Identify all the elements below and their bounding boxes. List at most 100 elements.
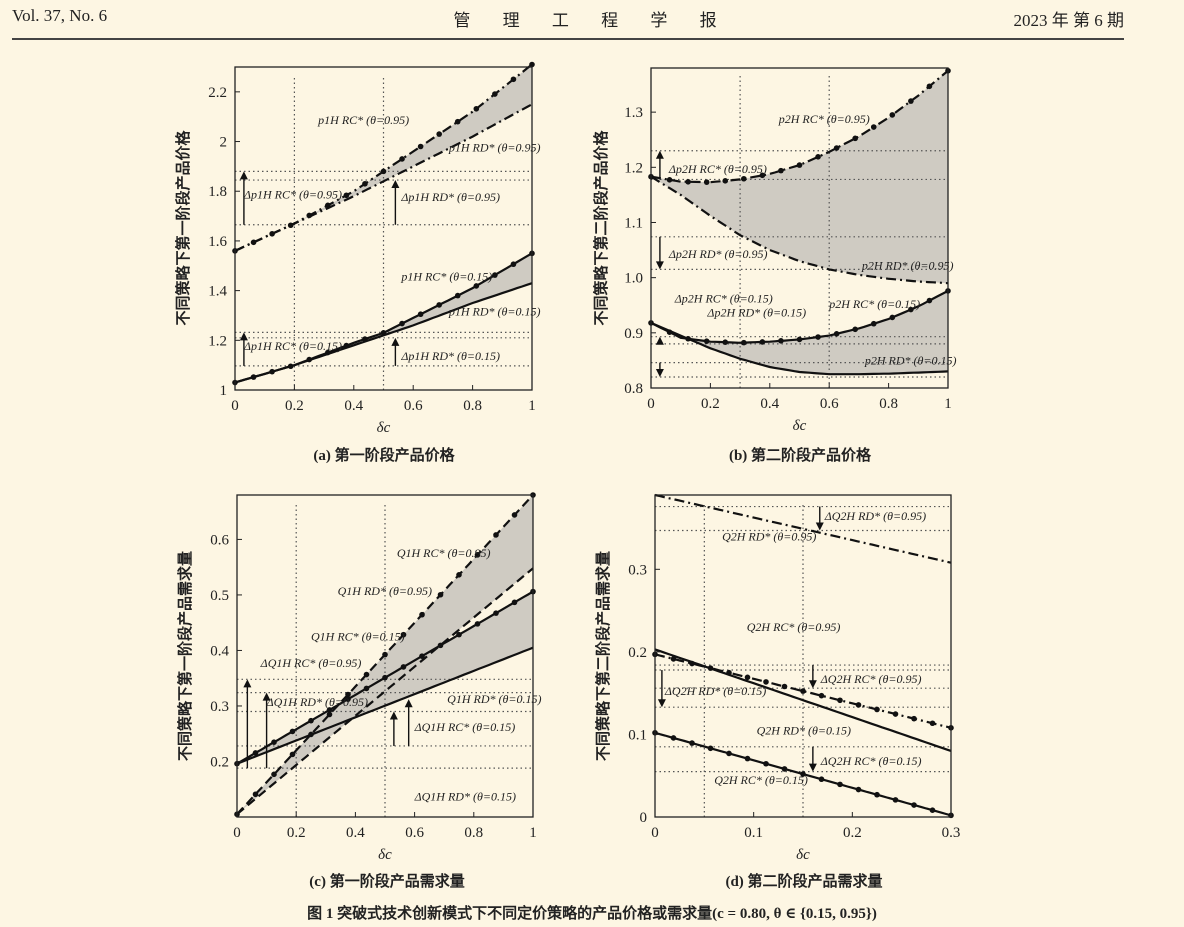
curve-annotation: Q2H RC* (θ=0.15) xyxy=(714,773,808,787)
curve-annotation: ΔQ2H RC* (θ=0.95) xyxy=(820,672,922,686)
curve-annotation: Δp2H RD* (θ=0.15) xyxy=(706,305,806,319)
series-marker xyxy=(345,691,351,698)
series-marker xyxy=(493,532,499,538)
x-tick-label: 0.3 xyxy=(942,825,961,841)
gap-fill-0 xyxy=(651,70,948,284)
y-axis-label: 不同策略下第一阶段产品需求量 xyxy=(176,551,194,761)
x-tick-label: 0.8 xyxy=(463,398,482,414)
series-line-3 xyxy=(234,282,533,384)
journal-issue: 2023 年 第 6 期 xyxy=(1013,11,1125,30)
delta-arrow-head xyxy=(404,699,413,708)
x-axis-label: δc xyxy=(793,418,807,434)
series-line-0 xyxy=(650,69,949,184)
series-marker xyxy=(252,791,259,798)
series-marker xyxy=(492,91,498,97)
series-marker xyxy=(417,311,424,318)
series-marker xyxy=(252,750,259,756)
series-marker xyxy=(781,766,788,772)
y-tick-label: 0.3 xyxy=(210,699,229,715)
series-marker xyxy=(763,760,769,767)
series-marker xyxy=(908,98,914,104)
series-marker xyxy=(529,61,535,68)
series-marker xyxy=(726,750,732,757)
series-marker xyxy=(837,781,843,788)
x-tick-label: 0.2 xyxy=(287,825,306,841)
curve-annotation: p2H RC* (θ=0.15) xyxy=(828,297,920,311)
curve-annotation: Q2H RC* (θ=0.95) xyxy=(747,620,841,634)
series-marker xyxy=(778,167,784,174)
delta-arrow-head xyxy=(657,699,666,708)
y-tick-label: 1 xyxy=(220,383,228,399)
series-marker xyxy=(474,621,481,627)
series-marker xyxy=(326,711,333,718)
delta-arrow-head xyxy=(262,692,271,701)
series-marker xyxy=(492,272,498,278)
series-marker xyxy=(741,175,747,182)
curve-annotation: Δp1H RC* (θ=0.95) xyxy=(243,188,342,202)
curve-annotation: p1H RC* (θ=0.15) xyxy=(400,270,492,284)
series-marker xyxy=(763,679,769,685)
series-marker xyxy=(815,334,821,340)
series-marker xyxy=(759,339,766,345)
header-rule xyxy=(12,38,1124,40)
x-axis-label: δc xyxy=(377,420,391,436)
x-tick-label: 1 xyxy=(944,396,952,412)
y-tick-label: 0.3 xyxy=(628,562,647,578)
series-marker xyxy=(670,735,677,741)
series-marker xyxy=(837,697,843,704)
y-tick-label: 1.2 xyxy=(624,160,643,176)
delta-arrow-head xyxy=(808,680,817,689)
series-marker xyxy=(363,671,370,678)
series-marker xyxy=(870,124,877,130)
delta-arrow-head xyxy=(391,180,400,189)
series-marker xyxy=(911,715,917,722)
series-marker xyxy=(929,720,936,727)
series-marker xyxy=(308,717,314,724)
y-tick-label: 2.2 xyxy=(208,85,227,101)
series-marker xyxy=(778,338,784,344)
series-marker xyxy=(436,302,442,308)
delta-arrow-head xyxy=(655,261,664,270)
curve-annotation: ΔQ2H RD* (θ=0.95) xyxy=(824,509,926,523)
series-marker xyxy=(456,572,462,578)
curve-annotation: Δp2H RC* (θ=0.15) xyxy=(674,291,773,305)
series-marker xyxy=(929,807,936,813)
journal-title: 管 理 工 程 学 报 xyxy=(453,11,731,30)
series-marker xyxy=(399,156,405,162)
chart-c: 0 0.2 0.4 0.6 0.8 1 0.2 0.3 0.4 0.5 0.6 δc 不同策略下第一阶段… xyxy=(176,492,541,863)
curve-annotation: Δp1H RC* (θ=0.15) xyxy=(243,339,342,353)
series-marker xyxy=(326,707,333,713)
delta-arrow-head xyxy=(808,763,817,772)
series-marker xyxy=(889,314,896,321)
y-tick-label: 0.8 xyxy=(624,381,643,397)
plot-frame xyxy=(236,494,534,818)
series-marker xyxy=(759,172,766,179)
series-marker xyxy=(874,791,880,798)
x-tick-label: 0 xyxy=(231,398,239,414)
series-marker xyxy=(382,651,388,658)
series-marker xyxy=(892,797,899,803)
x-axis-label: δc xyxy=(378,847,392,863)
delta-arrow-head xyxy=(391,337,400,346)
series-marker xyxy=(855,786,862,793)
series-marker xyxy=(343,192,350,199)
series-line-1 xyxy=(234,103,533,252)
series-marker xyxy=(703,179,710,185)
series-marker xyxy=(493,610,499,616)
series-marker xyxy=(685,178,691,185)
x-tick-label: 0.4 xyxy=(760,396,779,412)
chart-d: 0 0.1 0.2 0.3 0 0.1 0.2 0.3 δc 不同策略下第二阶段产品需求量 ΔQ2H… xyxy=(594,493,961,863)
series-marker xyxy=(722,178,729,184)
x-tick-label: 0.8 xyxy=(879,396,898,412)
series-marker xyxy=(454,292,461,299)
x-axis-label: δc xyxy=(796,847,810,863)
curve-annotation: Δp2H RC* (θ=0.95) xyxy=(668,162,767,176)
series-marker xyxy=(870,320,877,327)
series-marker xyxy=(815,154,821,160)
chart-a: 0 0.2 0.4 0.6 0.8 1 1 1.2 1.4 1.6 1.8 2 2.2 δc 不同策略下第一… xyxy=(174,61,540,436)
series-marker xyxy=(473,105,480,112)
delta-arrow-head xyxy=(655,336,664,345)
curve-annotation: Q1H RC* (θ=0.15) xyxy=(311,629,405,643)
series-marker xyxy=(741,339,747,346)
series-marker xyxy=(271,771,277,778)
